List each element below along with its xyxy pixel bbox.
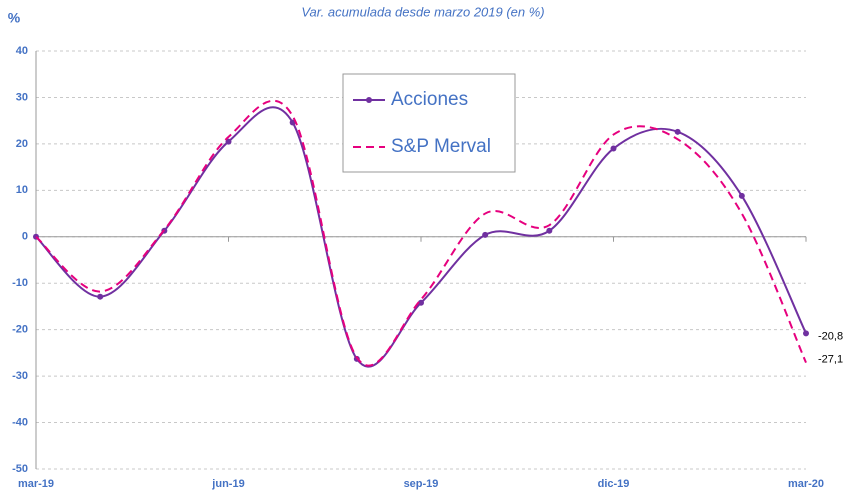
legend-box	[342, 73, 516, 173]
x-tick-label: dic-19	[598, 478, 630, 490]
point	[97, 293, 104, 300]
y-tick-label: -50	[12, 463, 28, 475]
y-tick-label: -30	[12, 370, 28, 382]
point	[482, 231, 489, 238]
line-series	[35, 99, 807, 367]
point	[418, 299, 424, 306]
chart-title: Var. acumulada desde marzo 2019 (en %)	[301, 4, 544, 19]
y-tick-label: 0	[22, 231, 28, 243]
point	[803, 330, 809, 337]
point	[225, 138, 232, 145]
y-axis-label: %	[8, 10, 21, 26]
point	[738, 192, 745, 199]
x-tick-label: mar-19	[18, 478, 54, 490]
legend-label: S&P Merval	[391, 136, 491, 157]
legend-label: Acciones	[391, 89, 468, 110]
y-tick-label: 20	[16, 138, 28, 150]
point	[546, 227, 553, 234]
x-tick-label: jun-19	[211, 478, 244, 490]
point	[674, 128, 681, 135]
y-tick-label: 40	[16, 45, 28, 57]
legend-marker	[366, 97, 372, 103]
x-tick-label: mar-20	[788, 478, 824, 490]
y-tick-label: 10	[16, 184, 28, 196]
data-label: -20,8	[818, 330, 843, 342]
data-label: -27,1	[818, 354, 843, 366]
y-tick-label: 30	[16, 91, 28, 103]
y-tick-label: -10	[12, 277, 28, 289]
y-tick-label: -40	[12, 416, 28, 428]
point	[610, 145, 617, 152]
x-tick-label: sep-19	[404, 478, 439, 490]
y-tick-label: -20	[12, 324, 28, 336]
